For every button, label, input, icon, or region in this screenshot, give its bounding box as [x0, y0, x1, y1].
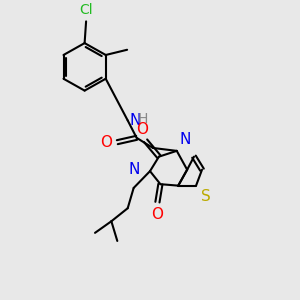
Text: N: N: [128, 162, 140, 177]
Text: S: S: [200, 189, 210, 204]
Text: O: O: [151, 207, 163, 222]
Text: N: N: [179, 132, 190, 147]
Text: O: O: [136, 122, 148, 137]
Text: N: N: [129, 113, 141, 128]
Text: O: O: [100, 135, 112, 150]
Text: Cl: Cl: [79, 3, 93, 17]
Text: H: H: [138, 112, 148, 126]
